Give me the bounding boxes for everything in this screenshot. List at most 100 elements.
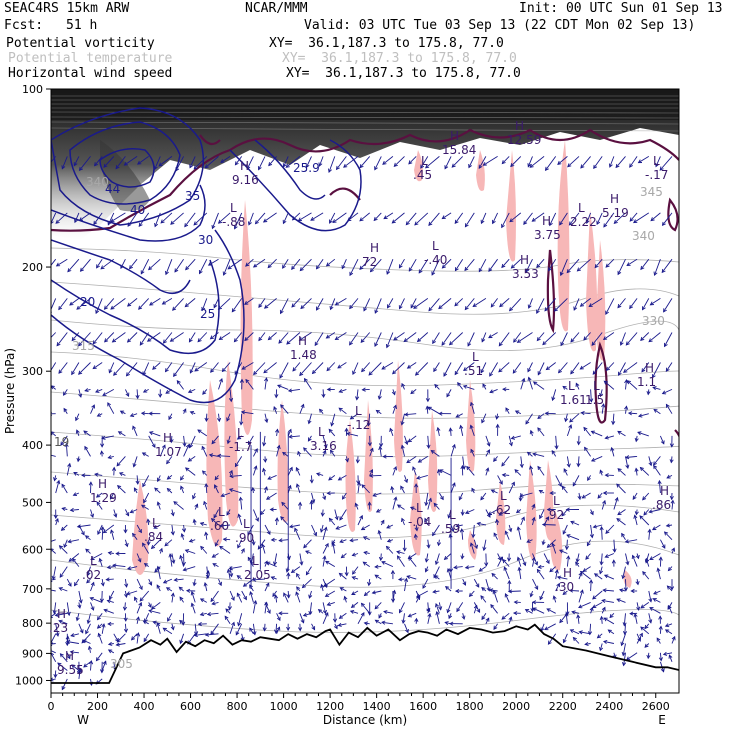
wind-vector-head: [315, 265, 320, 270]
wind-vector-head: [551, 396, 556, 402]
wind-vector: [335, 298, 347, 306]
wind-vector: [318, 156, 324, 167]
wind-vector: [180, 486, 185, 494]
wind-vector-head: [498, 368, 503, 373]
wind-vector: [59, 545, 68, 554]
wind-vector: [601, 404, 605, 414]
wind-vector: [326, 332, 336, 339]
wind-vector-head: [62, 391, 67, 396]
wind-vector-head: [279, 309, 284, 315]
wind-vector: [648, 613, 652, 623]
wind-vector-head: [357, 481, 362, 486]
theta-label-340a: 340: [86, 175, 109, 189]
wind-vector-head: [512, 611, 518, 616]
wind-vector: [240, 497, 243, 510]
wind-vector: [447, 602, 452, 613]
wind-vector-head: [624, 455, 630, 460]
wind-vector: [110, 212, 126, 223]
wind-vector: [179, 586, 184, 592]
wind-vector-head: [190, 590, 195, 596]
wind-vector: [485, 617, 490, 625]
wind-vector-head: [107, 221, 112, 226]
wind-vector-head: [329, 449, 334, 454]
wind-vector: [378, 530, 382, 540]
wind-vector: [649, 509, 661, 513]
wind-vector: [157, 566, 161, 580]
wind-vector: [210, 590, 219, 602]
wind-vector: [51, 212, 57, 224]
wind-vector-head: [448, 341, 454, 346]
wind-vector-head: [454, 370, 459, 376]
wind-vector: [431, 259, 440, 276]
wind-vector: [176, 380, 184, 390]
wind-vector: [603, 617, 615, 625]
wind-vector: [587, 539, 591, 546]
wind-vector: [661, 258, 673, 273]
wind-vector-head: [386, 524, 391, 529]
wind-vector: [540, 623, 545, 632]
wind-vector: [264, 486, 268, 494]
wind-vector-head: [401, 517, 405, 523]
wind-vector: [653, 465, 661, 476]
wind-vector: [562, 524, 568, 535]
wind-vector: [109, 590, 115, 600]
wind-vector: [55, 480, 60, 494]
wind-vector-head: [501, 263, 506, 269]
wind-vector: [90, 678, 93, 686]
wind-vector: [59, 566, 68, 578]
wind-vector: [492, 212, 499, 224]
wind-vector-head: [519, 463, 524, 469]
wind-vector: [381, 561, 394, 568]
wind-vector: [280, 404, 289, 414]
wind-vector-head: [617, 468, 622, 473]
wind-vector-head: [480, 219, 485, 225]
wind-vector: [83, 661, 91, 668]
wind-vector: [604, 574, 615, 580]
wind-vector-head: [224, 615, 229, 620]
wind-vector: [51, 650, 56, 654]
wind-vector: [557, 576, 568, 580]
wind-vector-head: [532, 381, 538, 386]
wind-vector-head: [572, 636, 577, 642]
wind-vector-head: [665, 523, 671, 528]
wind-vector-head: [169, 438, 174, 444]
wind-vector-head: [383, 215, 388, 220]
wind-vector-head: [106, 599, 111, 604]
theta-label-305: 305: [110, 657, 133, 671]
wind-vector: [143, 492, 150, 503]
wind-vector: [83, 430, 91, 437]
wind-vector-head: [283, 592, 287, 597]
wind-vector: [341, 259, 347, 269]
wind-vector-head: [631, 554, 636, 560]
wind-vector-head: [100, 443, 105, 448]
wind-vector-head: [287, 484, 292, 490]
wind-vector: [592, 590, 603, 600]
wind-vector: [605, 258, 615, 268]
wind-vector-head: [441, 215, 446, 220]
wind-vector-head: [556, 582, 561, 588]
wind-vector: [579, 631, 591, 635]
wind-vector-head: [621, 651, 626, 657]
wind-vector-head: [605, 529, 610, 534]
wind-vector-head: [180, 532, 185, 538]
wind-vector: [51, 578, 56, 581]
wind-vector: [596, 212, 603, 225]
wind-vector: [569, 413, 580, 423]
wind-vector-head: [504, 530, 509, 535]
wind-vector: [308, 413, 312, 424]
wind-vector-head: [214, 542, 219, 547]
wind-vector: [604, 380, 615, 390]
wind-vector-head: [414, 617, 419, 622]
wind-vector: [199, 258, 208, 274]
wind-vector: [599, 566, 603, 574]
wind-vector: [399, 258, 405, 269]
wind-vector: [322, 602, 326, 614]
wind-vector-head: [613, 219, 618, 224]
wind-vector: [462, 613, 465, 620]
wind-vector-head: [91, 404, 96, 409]
wind-vector-head: [527, 368, 532, 373]
wind-vector-head: [352, 570, 356, 575]
wind-vector-head: [544, 626, 549, 631]
wind-vector: [480, 362, 487, 373]
wind-vector-head: [408, 556, 413, 561]
